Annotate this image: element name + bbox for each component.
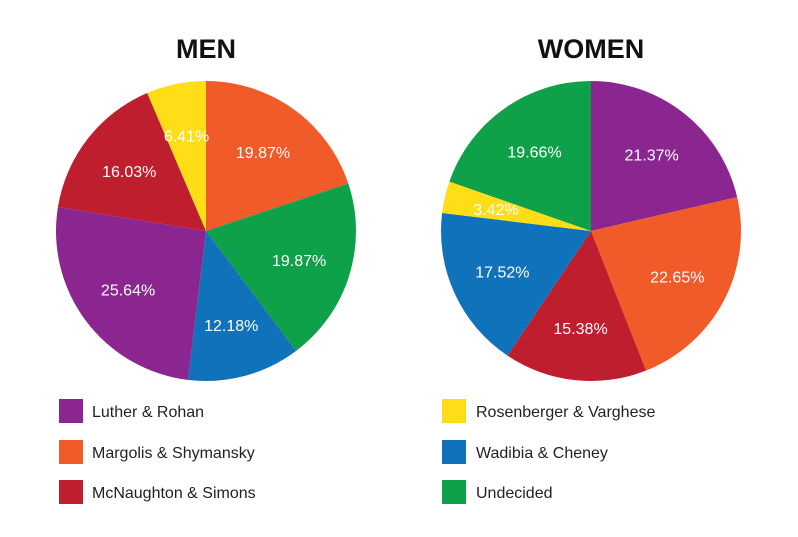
pie-slice-wadibia-cheney [187, 231, 297, 382]
slice-value-label: 17.52% [475, 265, 529, 282]
pie-slice-rosenberger-varghese [147, 81, 206, 231]
legend-swatch [442, 440, 466, 464]
chart-title-women: WOMEN [538, 34, 644, 64]
pie-slice-rosenberger-varghese [442, 181, 591, 231]
slice-value-label: 19.87% [272, 253, 326, 270]
pie-slice-wadibia-cheney [441, 212, 591, 356]
slice-value-label: 6.41% [164, 128, 209, 145]
legend-swatch [59, 440, 83, 464]
slice-value-label: 21.37% [625, 148, 679, 165]
legend: Luther & Rohan Margolis & Shymansky McNa… [59, 399, 655, 504]
legend-swatch [59, 399, 83, 423]
slice-value-label: 3.42% [473, 202, 518, 219]
legend-item-wadibia-cheney: Wadibia & Cheney [442, 440, 608, 464]
legend-item-luther-rohan: Luther & Rohan [59, 399, 204, 423]
slice-value-label: 25.64% [101, 283, 155, 300]
pie-slice-undecided [449, 81, 591, 231]
legend-item-rosenberger-varghese: Rosenberger & Varghese [442, 399, 655, 423]
slice-value-label: 19.87% [236, 145, 290, 162]
slices-women: 21.37% 22.65% 15.38% 17.52% 3.42% 19.66% [441, 80, 742, 382]
pie-slice-mcnaughton-simons [57, 93, 206, 231]
legend-label: Wadibia & Cheney [476, 445, 608, 462]
legend-label: Undecided [476, 485, 553, 502]
legend-label: Rosenberger & Varghese [476, 404, 655, 421]
legend-label: McNaughton & Simons [92, 485, 256, 502]
pie-slice-undecided [206, 183, 357, 351]
pie-slice-luther-rohan [56, 206, 206, 380]
slice-value-label: 15.38% [553, 321, 607, 338]
slice-value-label: 19.66% [507, 145, 561, 162]
pie-chart-men: MEN 19.87% 19.87% 12.18% 25.64% 16.03% 6.41% [56, 34, 357, 382]
slices-men: 19.87% 19.87% 12.18% 25.64% 16.03% 6.41% [56, 81, 357, 382]
chart-title-men: MEN [176, 34, 236, 64]
legend-item-mcnaughton-simons: McNaughton & Simons [59, 480, 256, 504]
legend-label: Luther & Rohan [92, 404, 204, 421]
legend-swatch [442, 480, 466, 504]
legend-label: Margolis & Shymansky [92, 445, 255, 462]
pie-slice-margolis-shymansky [591, 197, 742, 371]
slice-value-label: 12.18% [204, 318, 258, 335]
pie-slice-mcnaughton-simons [507, 231, 647, 382]
slice-value-label: 22.65% [650, 269, 704, 286]
legend-swatch [59, 480, 83, 504]
pie-slice-luther-rohan [591, 80, 738, 231]
slice-value-label: 16.03% [102, 164, 156, 181]
legend-item-undecided: Undecided [442, 480, 553, 504]
pie-chart-women: WOMEN 21.37% 22.65% 15.38% 17.52% 3.42% 19.66… [441, 34, 742, 382]
pie-slice-margolis-shymansky [206, 81, 349, 231]
legend-swatch [442, 399, 466, 423]
legend-item-margolis-shymansky: Margolis & Shymansky [59, 440, 255, 464]
